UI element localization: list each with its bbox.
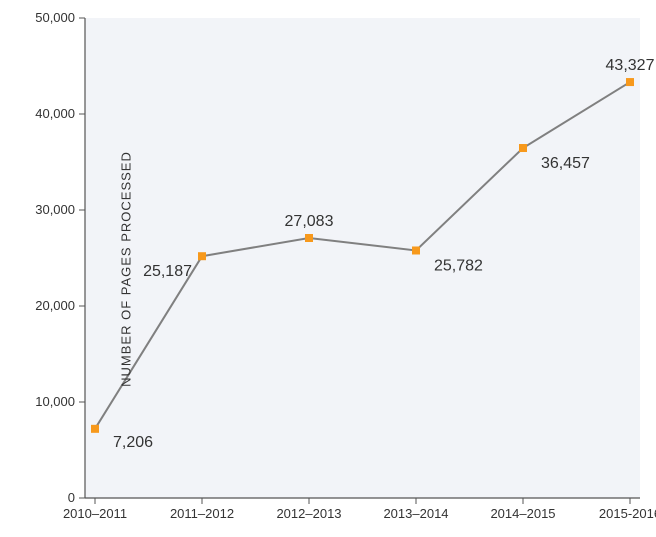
chart-svg: 0 10,000 20,000 30,000 40,000 50,000 2010–2011… bbox=[0, 0, 656, 537]
svg-text:40,000: 40,000 bbox=[35, 106, 75, 121]
svg-text:2015-2016: 2015-2016 bbox=[599, 506, 656, 521]
svg-text:27,083: 27,083 bbox=[285, 213, 334, 230]
svg-text:2010–2011: 2010–2011 bbox=[63, 506, 127, 521]
svg-text:43,327: 43,327 bbox=[606, 57, 655, 74]
svg-text:0: 0 bbox=[68, 490, 75, 505]
svg-text:2011–2012: 2011–2012 bbox=[170, 506, 234, 521]
svg-text:30,000: 30,000 bbox=[35, 202, 75, 217]
line-chart: NUMBER OF PAGES PROCESSED 0 10,000 20,000 3… bbox=[0, 0, 656, 537]
svg-text:25,782: 25,782 bbox=[434, 257, 483, 274]
svg-text:7,206: 7,206 bbox=[113, 434, 153, 451]
svg-text:25,187: 25,187 bbox=[143, 263, 192, 280]
svg-text:2012–2013: 2012–2013 bbox=[276, 506, 341, 521]
svg-text:20,000: 20,000 bbox=[35, 298, 75, 313]
svg-text:10,000: 10,000 bbox=[35, 394, 75, 409]
svg-text:36,457: 36,457 bbox=[541, 155, 590, 172]
svg-text:2013–2014: 2013–2014 bbox=[383, 506, 448, 521]
svg-text:2014–2015: 2014–2015 bbox=[490, 506, 555, 521]
y-axis-label: NUMBER OF PAGES PROCESSED bbox=[118, 151, 133, 387]
svg-text:50,000: 50,000 bbox=[35, 10, 75, 25]
